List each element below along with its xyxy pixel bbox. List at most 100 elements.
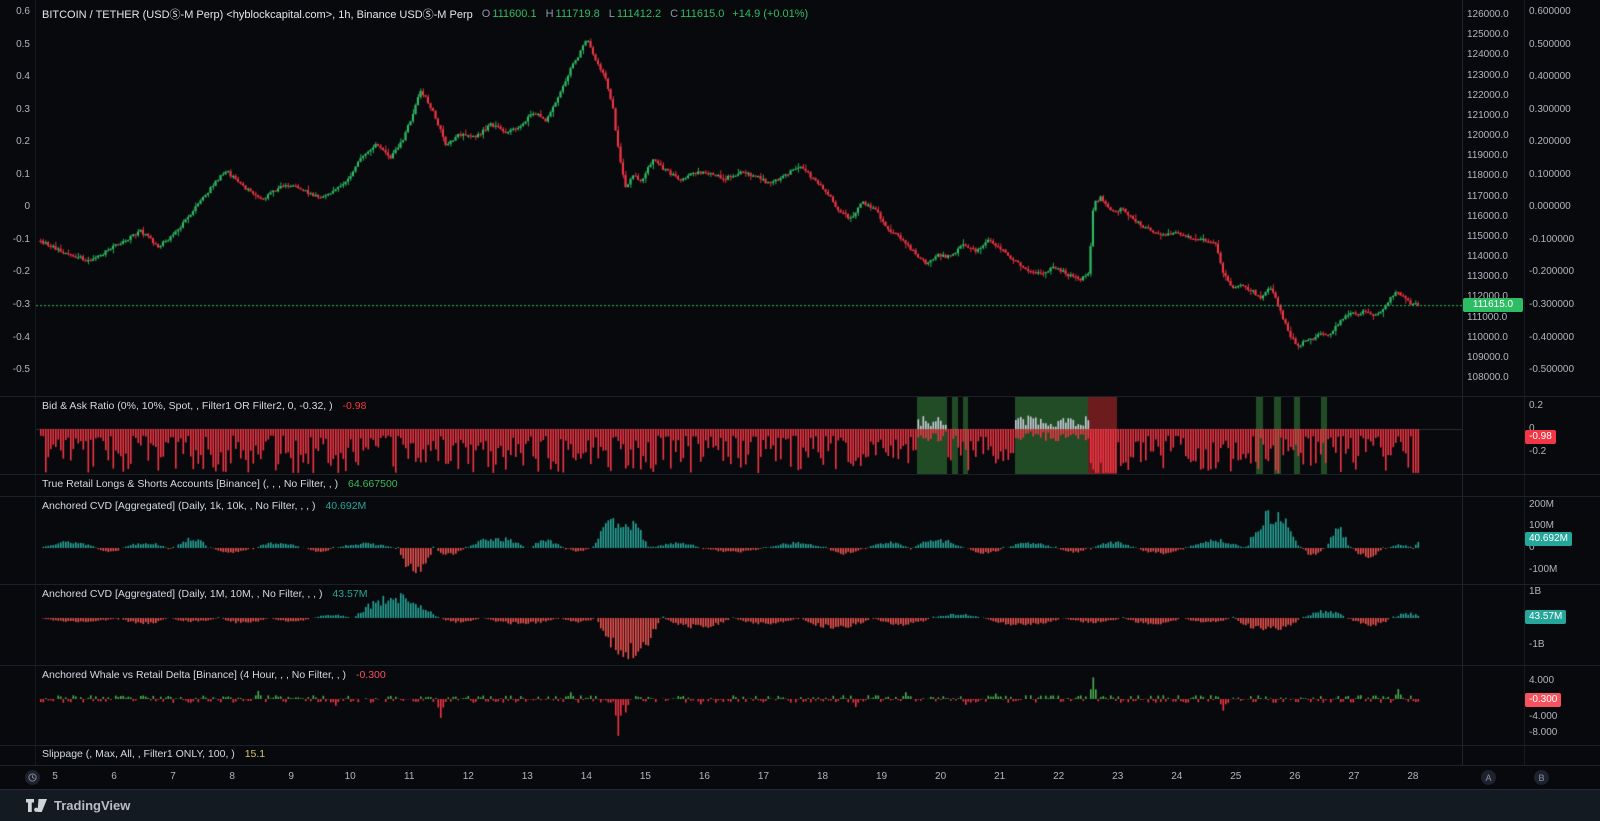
scale-tick: 0.500000 [1529,38,1571,50]
ohlc-open-value: 111600.1 [492,8,537,20]
indicator-title-text: Slippage (, Max, All, , Filter1 ONLY, 10… [42,748,235,760]
time-axis-label: 26 [1289,771,1301,782]
pane-main-chart: BITCOIN / TETHER (USDⓈ-M Perp) <hyblockc… [0,0,1600,396]
clock-icon [28,773,37,782]
scale-tick: 0.100000 [1529,168,1571,180]
time-axis-label: 16 [698,771,710,782]
scale-tick: -0.300000 [1529,298,1575,310]
scale-b-button[interactable]: B [1534,770,1549,785]
right-indicator-scale[interactable]: 0.600000 0.500000 0.400000 0.300000 0.200000… [1525,0,1599,765]
scale-tick: 0 [1529,423,1535,434]
scale-tick: 119000.0 [1467,150,1508,162]
timezone-clock-button[interactable] [25,770,40,785]
scale-tick: 0 [24,201,30,213]
right-price-scale[interactable]: 126000.0 125000.0 124000.0 123000.0 122000.0… [1463,0,1523,765]
scale-tick: 118000.0 [1467,170,1508,182]
scale-tick: 109000.0 [1467,351,1509,363]
ohlc-close-value: 111615.0 [680,8,725,20]
scale-tick: 0.2 [16,136,30,148]
scale-tick: 110000.0 [1467,331,1508,343]
ohlc-high-label: H [545,8,554,20]
scale-tick: 1B [1529,586,1542,597]
last-price-label: 111615.0 [1463,298,1523,312]
indicator-title-bidask[interactable]: Bid & Ask Ratio (0%, 10%, Spot, , Filter… [42,400,366,412]
indicator-title-text: Bid & Ask Ratio (0%, 10%, Spot, , Filter… [42,400,333,412]
time-axis-label: 23 [1112,771,1124,782]
pane-separator [0,665,1600,666]
indicator-title-slippage[interactable]: Slippage (, Max, All, , Filter1 ONLY, 10… [42,748,265,760]
symbol-title[interactable]: BITCOIN / TETHER (USDⓈ-M Perp) <hyblockc… [42,9,473,21]
scale-tick: 0.2 [1529,400,1543,411]
whale-value-label: -0.300 [1525,693,1562,707]
indicator-value: -0.98 [342,400,367,412]
scale-tick: 120000.0 [1467,130,1509,142]
indicator-title-cvd2[interactable]: Anchored CVD [Aggregated] (Daily, 1M, 10… [42,588,367,600]
time-axis-label: 21 [994,771,1006,782]
price-axis-separator [1462,0,1463,765]
time-axis-label: 18 [816,771,829,782]
scale-tick: -0.500000 [1529,364,1575,376]
indicator-value: 43.57M [332,588,368,600]
ohlc-close-label: C [670,8,679,20]
scale-tick: 113000.0 [1467,271,1508,283]
tradingview-logo-icon[interactable] [26,799,47,812]
scale-tick: 0.5 [16,38,30,50]
indicator-axis-separator [1524,0,1525,765]
scale-tick: -0.4 [12,331,30,343]
time-axis-label: 15 [639,771,651,782]
ohlc-open-label: O [481,8,491,20]
indicator-title-cvd1[interactable]: Anchored CVD [Aggregated] (Daily, 1k, 10… [42,500,366,512]
time-axis[interactable]: A B 5 6 7 8 9 10 11 12 13 14 15 16 17 18 19 20 21 22 23 24 2… [0,765,1600,790]
indicator-title-text: Anchored Whale vs Retail Delta [Binance]… [42,669,347,681]
time-axis-label: 27 [1348,771,1360,782]
indicator-title-whale[interactable]: Anchored Whale vs Retail Delta [Binance]… [42,669,386,681]
pane-bidask-ratio: Bid & Ask Ratio (0%, 10%, Spot, , Filter… [0,396,1600,474]
scale-a-button[interactable]: A [1481,770,1496,785]
anchored-cvd-2-histogram[interactable] [36,584,1462,665]
scale-tick: -1B [1529,639,1545,650]
main-candlestick-chart[interactable] [36,0,1462,396]
time-axis-label: 25 [1230,771,1242,782]
pane-separator [0,496,1600,497]
indicator-value: 40.692M [325,500,367,512]
time-axis-label: 5 [52,771,58,782]
scale-tick: 0.000000 [1529,201,1571,213]
bidask-ratio-histogram[interactable] [36,396,1462,474]
anchored-cvd-1-histogram[interactable] [36,496,1462,584]
indicator-title-retail[interactable]: True Retail Longs & Shorts Accounts [Bin… [42,478,398,490]
scale-tick: 111000.0 [1467,311,1508,323]
left-price-scale[interactable]: 0.6 0.5 0.4 0.3 0.2 0.1 0 -0.1 -0.2 -0.3 -0.4 -0.5 [0,0,34,765]
whale-retail-delta-histogram[interactable] [36,665,1462,745]
cvd1-value-label: 40.692M [1525,532,1572,546]
tradingview-brand-text[interactable]: TradingView [54,798,131,813]
scale-tick: 0.400000 [1529,71,1571,83]
scale-tick: 0.300000 [1529,103,1571,115]
scale-tick: -4.000 [1529,711,1558,722]
scale-tick: 0.200000 [1529,136,1571,148]
scale-tick: 0 [1529,542,1535,553]
ohlc-low-label: L [608,8,615,20]
time-axis-label: 14 [580,771,592,782]
ohlc-high-value: 111719.8 [555,8,600,20]
scale-tick: -0.200000 [1529,266,1575,278]
indicator-title-text: True Retail Longs & Shorts Accounts [Bin… [42,478,339,490]
scale-tick: 0.6 [16,6,30,17]
scale-tick: -0.3 [12,298,30,310]
scale-tick: 122000.0 [1467,89,1509,101]
time-axis-label: 20 [935,771,947,782]
pane-separator [0,396,1600,397]
time-axis-label: 22 [1053,771,1065,782]
ohlc-low-value: 111412.2 [616,8,662,20]
time-axis-label: 13 [521,771,533,782]
scale-tick: -0.2 [12,266,30,278]
indicator-title-text: Anchored CVD [Aggregated] (Daily, 1k, 10… [42,500,316,512]
left-axis-separator [35,0,36,765]
indicator-title-text: Anchored CVD [Aggregated] (Daily, 1M, 10… [42,588,323,600]
scale-tick: 125000.0 [1467,29,1509,41]
time-axis-label: 10 [344,771,356,782]
time-axis-label: 8 [229,771,235,782]
indicator-value: 64.667500 [348,478,398,490]
bidask-value-label: -0.98 [1525,430,1556,444]
scale-tick: 114000.0 [1467,251,1508,263]
scale-tick: 0.4 [16,71,30,83]
